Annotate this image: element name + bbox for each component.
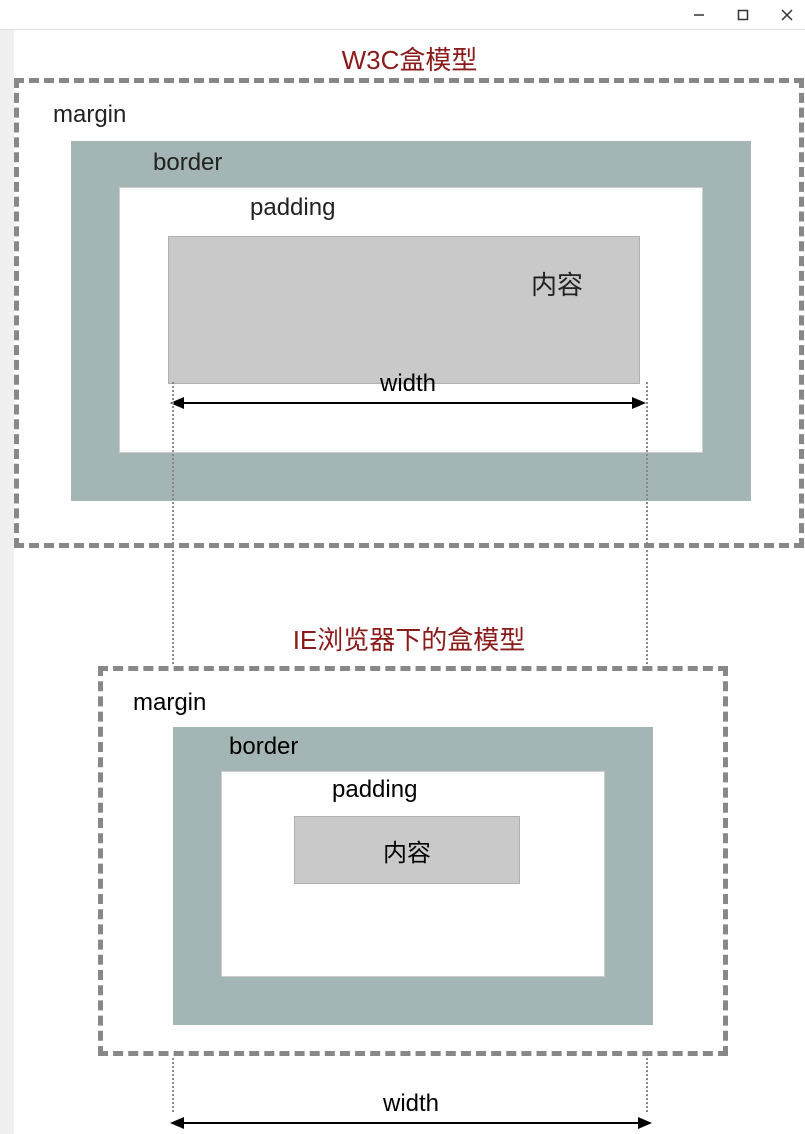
- ie-margin-box: margin border padding 内容: [98, 666, 728, 1056]
- ie-content-label: 内容: [383, 833, 431, 868]
- ie-width-dimension: width: [172, 1090, 650, 1124]
- w3c-content-label: 内容: [531, 265, 583, 302]
- ie-width-label: width: [172, 1090, 650, 1118]
- close-button[interactable]: [779, 7, 795, 23]
- ie-content-box: 内容: [294, 816, 520, 884]
- w3c-width-label: width: [172, 370, 644, 398]
- minimize-button[interactable]: [691, 7, 707, 23]
- w3c-width-dimension: width: [172, 370, 644, 404]
- w3c-padding-label: padding: [250, 194, 335, 222]
- close-icon: [781, 9, 793, 21]
- w3c-content-box: 内容: [168, 236, 640, 384]
- ie-padding-label: padding: [332, 776, 417, 804]
- maximize-button[interactable]: [735, 7, 751, 23]
- ie-border-box: border padding 内容: [173, 727, 653, 1025]
- ie-margin-label: margin: [133, 689, 206, 717]
- w3c-margin-box: margin border padding 内容: [14, 78, 804, 548]
- arrow-line-icon: [172, 1122, 650, 1124]
- ie-padding-box: padding 内容: [221, 771, 605, 977]
- diagram-canvas: W3C盒模型 margin border padding 内容 width IE…: [14, 30, 805, 1134]
- w3c-margin-label: margin: [53, 101, 126, 129]
- maximize-icon: [737, 9, 749, 21]
- arrow-line-icon: [172, 402, 644, 404]
- ie-title: IE浏览器下的盒模型: [14, 620, 804, 657]
- ie-border-label: border: [229, 733, 298, 761]
- minimize-icon: [693, 9, 705, 21]
- window-titlebar: [0, 0, 805, 30]
- w3c-title: W3C盒模型: [14, 40, 805, 77]
- w3c-padding-box: padding 内容: [119, 187, 703, 453]
- w3c-border-label: border: [153, 149, 222, 177]
